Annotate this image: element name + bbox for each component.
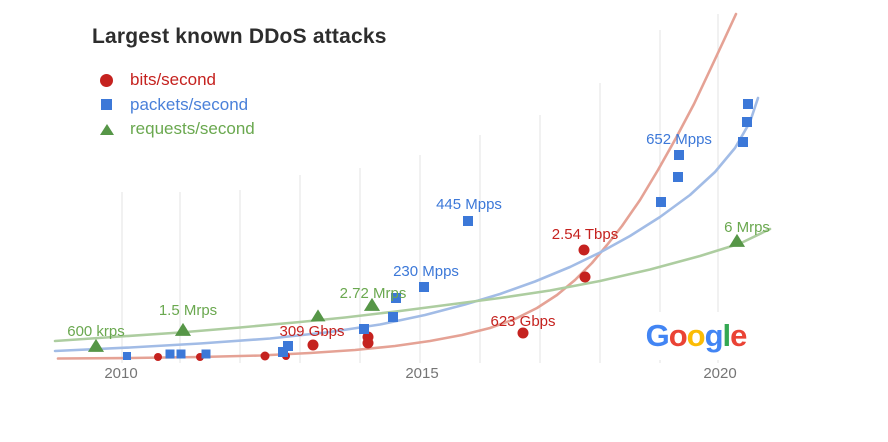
point-packets-second [742, 117, 752, 127]
point-packets-second [738, 137, 748, 147]
legend-item-packets-second: packets/second [100, 93, 255, 118]
chart-title: Largest known DDoS attacks [92, 25, 387, 48]
point-requests-second [310, 309, 326, 322]
point-packets-second [673, 172, 683, 182]
google-logo-letter: g [704, 318, 724, 353]
point-packets-second [278, 347, 288, 357]
point-bits-second [362, 337, 374, 349]
data-label-445-Mpps: 445 Mpps [436, 196, 502, 213]
google-logo-letter: G [645, 318, 670, 353]
point-packets-second [359, 324, 369, 334]
data-label-600-krps: 600 krps [67, 323, 125, 340]
point-packets-second [165, 349, 175, 359]
triangle-marker-icon [100, 123, 122, 135]
point-packets-second-230-Mpps [419, 282, 429, 292]
point-packets-second [123, 352, 131, 360]
point-requests-second-600-krps [87, 338, 105, 352]
trend-line-square [53, 96, 760, 353]
point-packets-second-652-Mpps [674, 150, 684, 160]
x-tick-2010: 2010 [104, 365, 138, 382]
point-packets-second [283, 341, 293, 351]
trend-line-circle [56, 12, 738, 360]
data-label-309-Gbps: 309 Gbps [279, 323, 345, 340]
legend-label: requests/second [130, 119, 255, 139]
legend-label: packets/second [130, 94, 249, 114]
trend-line-triangle [53, 227, 772, 343]
point-requests-second-2.72-Mrps [363, 297, 381, 311]
google-logo-letter: l [722, 318, 732, 353]
point-bits-second [260, 351, 270, 361]
google-logo: Google [628, 312, 764, 360]
point-bits-second-623-Gbps [517, 327, 529, 339]
data-label-1.5-Mrps: 1.5 Mrps [158, 302, 218, 319]
legend-item-bits-second: bits/second [100, 68, 255, 93]
google-logo-letter: e [730, 318, 747, 353]
x-tick-2015: 2015 [405, 365, 439, 382]
data-label-2.54-Tbps: 2.54 Tbps [551, 226, 619, 243]
square-marker-icon [100, 99, 122, 111]
point-requests-second-1.5-Mrps [174, 322, 192, 336]
point-bits-second [579, 271, 591, 283]
point-requests-second-6-Mrps [728, 233, 746, 247]
point-packets-second [743, 99, 753, 109]
data-label-230-Mpps: 230 Mpps [393, 263, 459, 280]
legend-item-requests-second: requests/second [100, 117, 255, 142]
point-bits-second-2.54-Tbps [578, 244, 590, 256]
point-packets-second [388, 312, 398, 322]
point-packets-second-445-Mpps [463, 216, 473, 226]
circle-marker-icon [100, 73, 122, 87]
x-tick-2020: 2020 [703, 365, 737, 382]
google-logo-letter: o [686, 318, 706, 353]
point-bits-second-309-Gbps [307, 339, 319, 351]
circle-glyph [100, 73, 113, 87]
legend-label: bits/second [130, 70, 216, 90]
google-logo-letter: o [668, 318, 688, 353]
square-glyph [101, 99, 112, 111]
chart-legend: bits/second packets/second requests/second [100, 68, 255, 142]
point-packets-second [656, 197, 666, 207]
data-label-2.72-Mrps: 2.72 Mrps [339, 285, 407, 302]
data-label-6-Mrps: 6 Mrps [724, 219, 770, 236]
point-packets-second [391, 293, 401, 303]
data-label-623-Gbps: 623 Gbps [490, 313, 556, 330]
triangle-glyph [100, 123, 114, 135]
point-packets-second [176, 349, 186, 359]
point-bits-second [154, 353, 162, 361]
point-packets-second [201, 349, 211, 359]
data-label-652-Mpps: 652 Mpps [646, 131, 712, 148]
